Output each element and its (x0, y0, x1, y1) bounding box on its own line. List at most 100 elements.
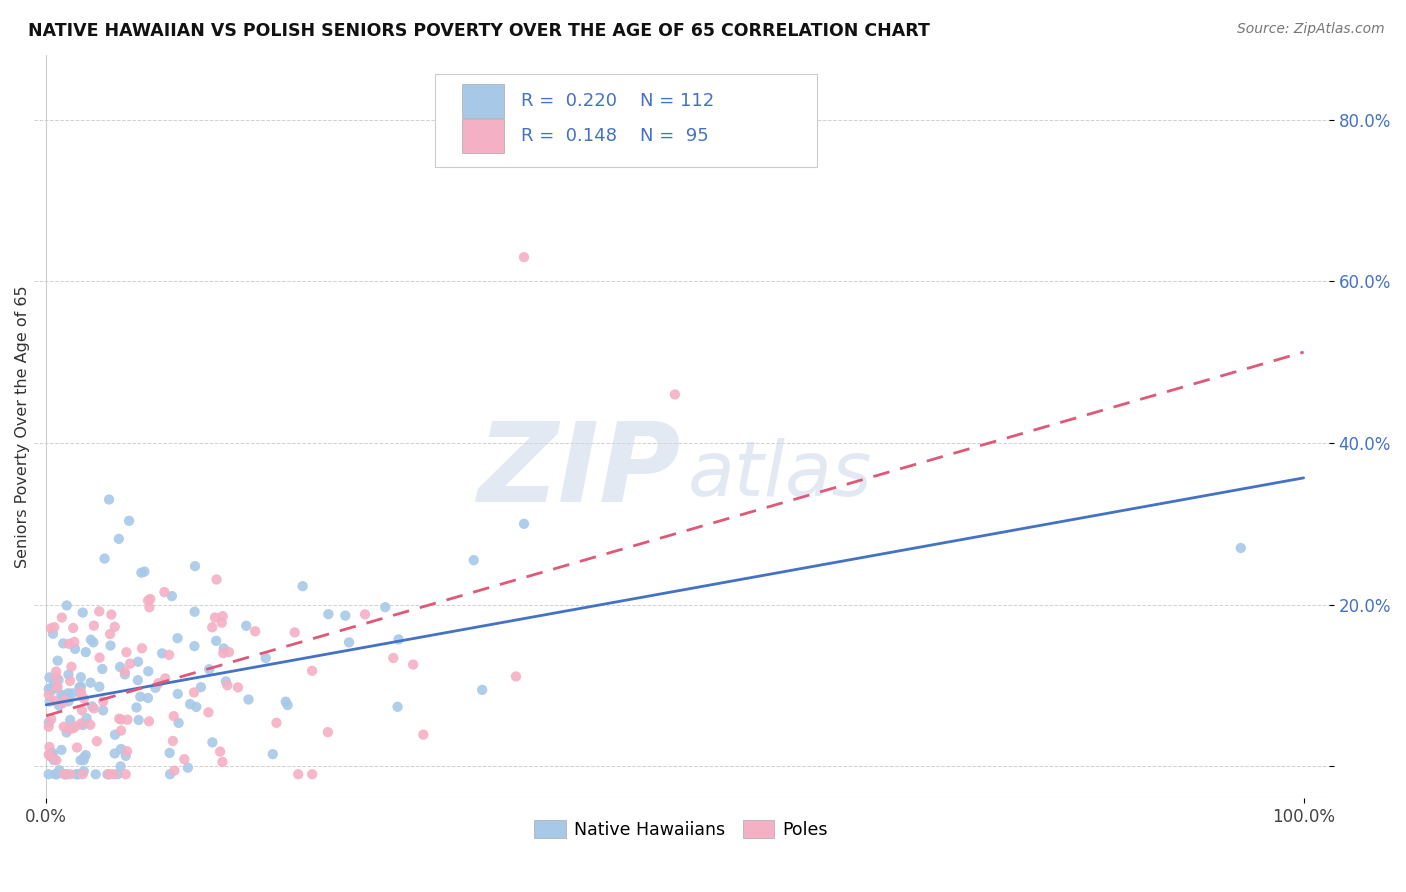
Point (226, 681, 249, 695)
Point (39, 621, 62, 635)
Point (318, 607, 340, 622)
Point (55, 767, 77, 781)
Point (211, 755, 233, 769)
Point (136, 691, 159, 706)
Point (505, 669, 527, 683)
Point (159, 767, 181, 781)
Point (52, 689, 75, 703)
Point (190, 680, 212, 694)
Point (45, 753, 67, 767)
Point (46, 680, 69, 694)
Point (73, 764, 96, 779)
Point (183, 605, 205, 619)
Point (211, 609, 233, 624)
Point (1229, 541, 1251, 555)
Point (166, 687, 188, 701)
Point (173, 752, 195, 766)
Point (262, 747, 284, 761)
Point (44, 694, 66, 708)
Point (58, 694, 80, 708)
Point (44, 767, 66, 781)
Point (65, 719, 87, 733)
Point (38, 739, 60, 754)
Point (183, 639, 205, 653)
Text: NATIVE HAWAIIAN VS POLISH SENIORS POVERTY OVER THE AGE OF 65 CORRELATION CHART: NATIVE HAWAIIAN VS POLISH SENIORS POVERT… (28, 22, 929, 40)
Point (93, 551, 115, 566)
FancyBboxPatch shape (463, 119, 503, 153)
Point (98, 492, 121, 507)
Point (46, 680, 69, 694)
Point (73, 691, 96, 706)
Point (138, 714, 160, 729)
Point (117, 713, 139, 727)
Point (238, 692, 260, 706)
Point (58, 637, 80, 651)
Point (128, 713, 150, 727)
Point (163, 709, 186, 723)
Point (186, 699, 208, 714)
Point (301, 767, 323, 781)
Point (120, 657, 142, 671)
Point (337, 635, 360, 649)
Point (114, 667, 136, 681)
Point (266, 715, 288, 730)
Point (46, 654, 69, 668)
Point (59, 673, 82, 688)
Point (58, 723, 80, 737)
Point (52, 636, 75, 650)
Point (42, 626, 65, 640)
Point (108, 712, 131, 726)
Point (42, 681, 65, 696)
Point (98, 767, 121, 781)
Point (48, 698, 70, 713)
Point (51, 610, 73, 624)
Point (138, 600, 160, 615)
Point (72, 718, 94, 732)
Point (38, 767, 60, 781)
Point (131, 641, 153, 656)
Point (38, 681, 60, 696)
Point (104, 620, 127, 634)
Point (163, 764, 186, 778)
Point (134, 565, 156, 579)
Point (103, 767, 125, 781)
Text: atlas: atlas (688, 438, 872, 512)
Point (157, 648, 180, 662)
Point (177, 761, 200, 775)
Point (243, 624, 266, 639)
Point (62, 721, 84, 735)
Point (115, 744, 138, 758)
Point (110, 713, 132, 727)
Point (70, 690, 93, 704)
Point (38, 670, 60, 684)
Point (52, 692, 75, 706)
Point (53, 693, 76, 707)
Point (114, 767, 136, 781)
Point (66, 767, 89, 781)
Point (39, 712, 62, 726)
Point (471, 682, 494, 697)
Point (335, 608, 357, 623)
Point (91, 662, 114, 676)
Point (184, 559, 207, 574)
Point (66, 740, 89, 755)
Point (131, 566, 153, 580)
Point (316, 725, 339, 739)
Point (209, 745, 232, 759)
Point (354, 607, 377, 622)
Point (72, 753, 94, 767)
Point (63, 635, 86, 649)
Point (73, 750, 96, 764)
Point (287, 767, 309, 781)
FancyBboxPatch shape (463, 84, 503, 119)
Point (204, 610, 226, 624)
Point (139, 592, 162, 607)
Point (67, 681, 90, 695)
Point (218, 645, 240, 659)
Point (72, 606, 94, 620)
Point (44, 620, 66, 634)
Point (160, 589, 183, 603)
Point (86, 734, 108, 748)
Point (201, 735, 224, 749)
Point (162, 734, 184, 748)
